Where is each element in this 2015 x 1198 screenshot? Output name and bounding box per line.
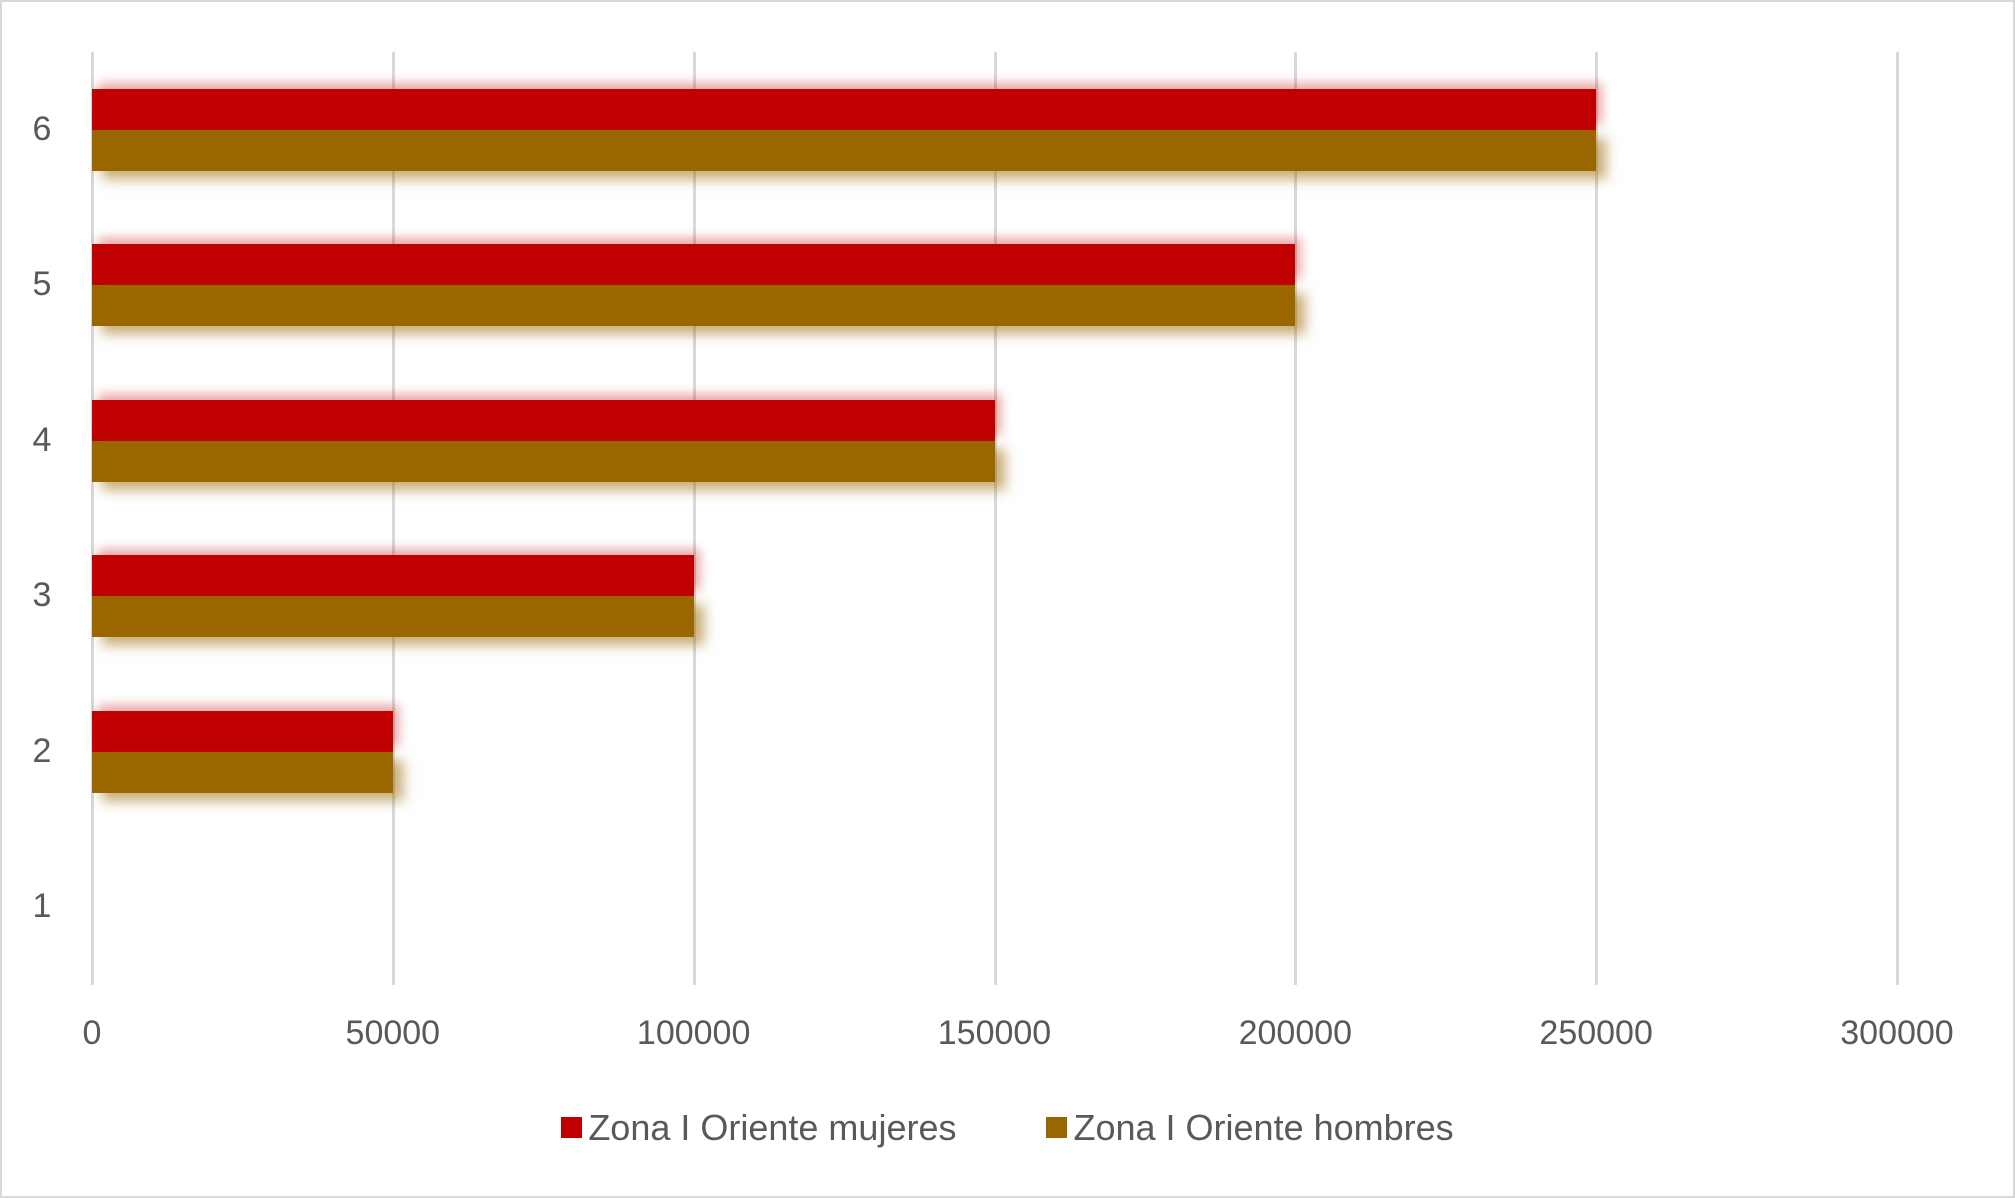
bar-mujeres	[92, 555, 694, 597]
bar-hombres	[92, 129, 1597, 171]
bar-hombres	[92, 751, 393, 793]
bar-hombres	[92, 596, 694, 638]
y-tick-label: 3	[32, 576, 52, 615]
y-tick-label: 5	[32, 265, 52, 304]
x-tick-label: 50000	[345, 1014, 441, 1052]
legend-item-mujeres: Zona I Oriente mujeres	[561, 1107, 956, 1149]
gridline	[91, 52, 94, 985]
gridline	[692, 52, 696, 985]
legend-label: Zona I Oriente mujeres	[588, 1106, 957, 1148]
legend-item-hombres: Zona I Oriente hombres	[1046, 1106, 1454, 1149]
bar-hombres	[92, 440, 995, 482]
bar-mujeres	[92, 399, 995, 441]
x-tick-label: 100000	[636, 1014, 751, 1052]
legend-swatch-red-icon	[561, 1117, 583, 1138]
y-tick-label: 6	[32, 109, 52, 148]
bar-mujeres	[92, 710, 393, 752]
bar-mujeres	[92, 88, 1597, 130]
y-tick-label: 1	[32, 887, 52, 926]
gridline	[391, 52, 395, 985]
x-tick-label: 250000	[1539, 1014, 1653, 1052]
x-tick-label: 300000	[1840, 1014, 1954, 1052]
x-tick-label: 200000	[1238, 1014, 1353, 1052]
y-tick-label: 4	[32, 420, 52, 459]
legend: Zona I Oriente mujeres Zona I Oriente ho…	[0, 1105, 2015, 1149]
x-tick-label: 0	[82, 1014, 102, 1052]
x-tick-label: 150000	[937, 1014, 1052, 1052]
legend-swatch-brown-icon	[1046, 1117, 1068, 1138]
y-tick-label: 2	[32, 731, 52, 770]
gridline	[1896, 52, 1899, 985]
gridline	[993, 52, 997, 985]
legend-label: Zona I Oriente hombres	[1073, 1106, 1454, 1148]
gridline	[1294, 52, 1298, 985]
bar-hombres	[92, 285, 1296, 327]
gridline	[1595, 52, 1599, 985]
bar-mujeres	[92, 244, 1296, 286]
